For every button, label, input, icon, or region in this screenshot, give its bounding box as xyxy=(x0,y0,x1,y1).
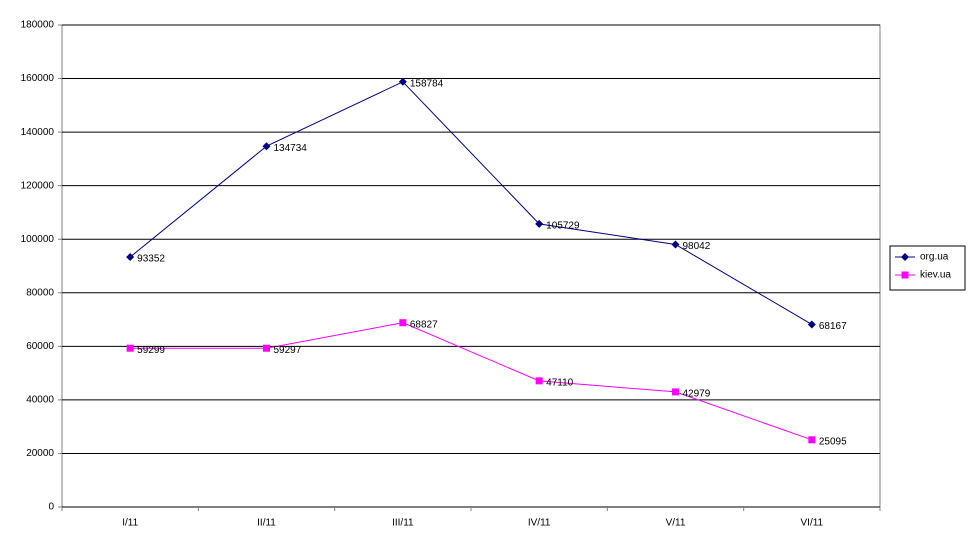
data-label: 158784 xyxy=(410,78,444,89)
marker xyxy=(263,344,270,352)
data-label: 98042 xyxy=(683,241,711,252)
data-label: 68167 xyxy=(819,321,847,332)
y-tick-label: 0 xyxy=(48,502,54,513)
marker xyxy=(535,219,544,228)
x-tick-label: V/11 xyxy=(666,518,686,529)
marker xyxy=(901,253,909,261)
x-tick-label: II/11 xyxy=(257,518,276,529)
legend-box xyxy=(889,245,966,291)
marker xyxy=(262,142,271,151)
series-line xyxy=(130,322,812,441)
y-tick-label: 180000 xyxy=(21,20,55,31)
legend-label: kiev.ua xyxy=(920,270,951,281)
marker xyxy=(126,253,135,262)
data-label: 105729 xyxy=(546,221,580,232)
y-tick-label: 60000 xyxy=(26,341,54,352)
data-label: 134734 xyxy=(274,143,308,154)
x-tick-label: VI/11 xyxy=(801,518,824,529)
legend-label: org.ua xyxy=(920,252,949,263)
marker xyxy=(901,271,909,279)
data-label: 42979 xyxy=(683,389,711,400)
data-label: 25095 xyxy=(819,436,847,447)
marker xyxy=(399,319,407,327)
data-label: 59299 xyxy=(137,345,165,356)
marker xyxy=(398,77,407,86)
y-tick-label: 100000 xyxy=(21,234,55,245)
plot-area xyxy=(61,24,881,508)
y-tick-label: 140000 xyxy=(21,127,55,138)
marker xyxy=(807,320,816,329)
y-tick-label: 120000 xyxy=(21,180,55,191)
data-label: 47110 xyxy=(546,377,574,388)
data-label: 68827 xyxy=(410,319,438,330)
x-tick-label: IV/11 xyxy=(528,518,551,529)
y-tick-label: 80000 xyxy=(26,287,54,298)
x-tick-label: III/11 xyxy=(392,518,414,529)
data-label: 59297 xyxy=(274,345,302,356)
marker xyxy=(535,377,543,385)
series-line xyxy=(129,81,813,325)
y-tick-label: 40000 xyxy=(26,395,54,406)
x-tick-label: I/11 xyxy=(122,518,138,529)
marker xyxy=(671,240,680,249)
marker xyxy=(126,344,134,352)
y-tick-label: 20000 xyxy=(26,448,54,459)
data-label: 93352 xyxy=(137,254,165,265)
marker xyxy=(672,388,679,396)
y-tick-label: 160000 xyxy=(21,73,55,84)
marker xyxy=(808,436,816,444)
